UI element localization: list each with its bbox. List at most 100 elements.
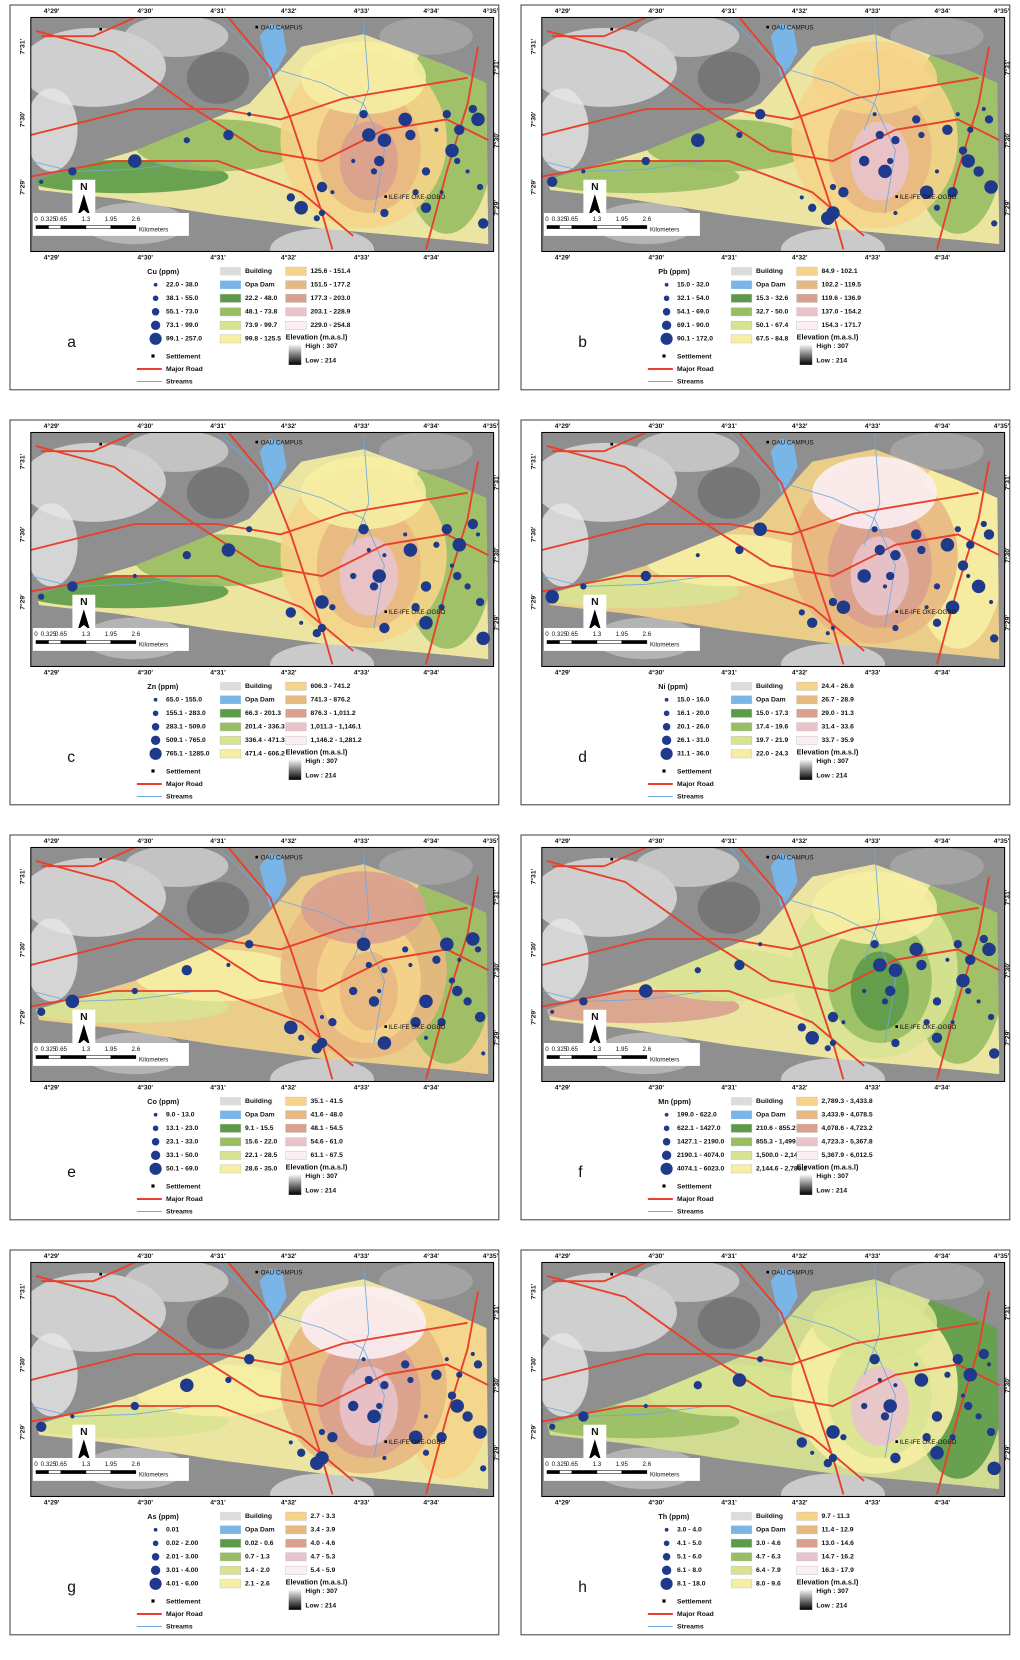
lat-label-left: 7°29': [18, 1424, 26, 1440]
sample-point: [450, 564, 454, 568]
sample-point: [454, 125, 464, 135]
settlement-marker: [895, 610, 898, 613]
legend-point: [153, 1540, 159, 1546]
sample-point: [755, 109, 765, 119]
point-class: 0.02 - 2.00: [166, 1540, 199, 1547]
scale-segment: [622, 1055, 647, 1058]
sample-point: [287, 193, 295, 201]
lon-label-top: 4°32': [792, 1252, 808, 1260]
surface-class: 4.0 - 4.6: [311, 1540, 336, 1547]
sample-point: [987, 1462, 1001, 1476]
surface-class: 102.2 - 119.5: [822, 282, 862, 289]
lon-label-top: 4°32': [281, 422, 297, 430]
map-area: OAU CAMPUSILE-IFE OKE-OGBON00.3250.651.3…: [531, 1260, 1004, 1515]
settlement-marker: [255, 1271, 258, 1274]
legend-label: Settlement: [677, 768, 712, 775]
lon-label-top: 4°32': [792, 837, 808, 845]
sample-point: [370, 582, 378, 590]
sample-point: [808, 204, 816, 212]
legend-point: [150, 1163, 162, 1175]
sample-point: [372, 569, 386, 583]
lon-label-bottom: 4°31': [721, 254, 737, 262]
legend-swatch: [286, 267, 307, 275]
legend-swatch: [286, 308, 307, 316]
scale-label: 0.65: [55, 1046, 68, 1053]
sample-point: [961, 1394, 965, 1398]
lon-label-top: 4°31': [721, 422, 737, 430]
legend-point: [153, 295, 159, 301]
legend-swatch: [797, 696, 818, 704]
legend-point: [152, 308, 159, 315]
surface-class: 471.4 - 606.2: [245, 751, 285, 758]
sample-point: [131, 1402, 139, 1410]
sample-point: [442, 524, 452, 534]
sample-point: [580, 583, 586, 589]
scale-label: 2.6: [132, 1046, 141, 1053]
surface-class: 855.3 - 1,499.9: [756, 1139, 802, 1146]
legend-point: [150, 748, 162, 760]
scale-segment: [547, 640, 559, 643]
lon-label-bottom: 4°31': [721, 1084, 737, 1092]
sample-point: [463, 997, 471, 1005]
lat-label-left: 7°31': [18, 38, 26, 54]
sample-point: [825, 1045, 831, 1051]
legend-point: [151, 321, 160, 330]
surface-class: 210.6 - 855.2: [756, 1125, 796, 1132]
legend-swatch: [797, 321, 818, 329]
legend-point: [661, 1578, 673, 1590]
lon-label-bottom: 4°31': [210, 1084, 226, 1092]
surface-class: 741.3 - 876.2: [311, 697, 351, 704]
legend-label: Major Road: [166, 781, 203, 788]
sample-point: [327, 1432, 337, 1442]
sample-point: [875, 545, 885, 555]
place-label: OAU CAMPUS: [261, 1270, 303, 1277]
sample-point: [314, 215, 320, 221]
legend-swatch: [797, 1539, 818, 1547]
scale-label: 1.3: [593, 1046, 602, 1053]
lon-label-top: 4°32': [281, 837, 297, 845]
lat-label-left: 7°31': [529, 1283, 537, 1299]
scale-label: 0.65: [566, 1046, 579, 1053]
surface-class: 4.7 - 5.3: [311, 1554, 336, 1561]
lon-label-top: 4°34': [934, 422, 950, 430]
legend-swatch: [731, 1124, 752, 1132]
legend-label: Opa Dam: [245, 1527, 275, 1534]
scale-segment: [622, 640, 647, 643]
hillshade-patch: [187, 52, 249, 104]
scale-label: 1.95: [105, 1046, 118, 1053]
sample-point: [911, 529, 921, 539]
lon-label-top: 4°29': [44, 837, 60, 845]
surface-class: 1.4 - 2.0: [245, 1567, 270, 1574]
lon-label-top: 4°34': [934, 7, 950, 15]
sample-point: [644, 1404, 648, 1408]
sample-point: [973, 166, 983, 176]
surface-class: 14.7 - 16.2: [822, 1554, 855, 1561]
sample-point: [830, 1040, 836, 1046]
legend-swatch: [220, 1526, 241, 1534]
scale-segment: [559, 640, 571, 643]
elevation-low: Low : 214: [305, 1602, 336, 1609]
scale-segment: [61, 225, 86, 228]
legend-swatch: [220, 267, 241, 275]
lon-label-top: 4°34': [934, 837, 950, 845]
sample-point: [883, 1399, 897, 1413]
surface-class: 67.5 - 84.8: [756, 336, 789, 343]
sample-point: [892, 625, 898, 631]
settlement-marker: [99, 28, 102, 31]
point-class: 15.0 - 16.0: [677, 697, 710, 704]
lon-label-top: 4°31': [210, 1252, 226, 1260]
sample-point: [954, 940, 962, 948]
sample-point: [547, 177, 557, 187]
lon-label-bottom: 4°33': [865, 1084, 881, 1092]
surface-class: 48.1 - 73.8: [245, 309, 278, 316]
lon-label-top: 4°33': [354, 837, 370, 845]
lat-label-left: 7°31': [18, 1283, 26, 1299]
surface-class: 876.3 - 1,011.2: [311, 710, 356, 717]
elevation-title: Elevation (m.a.s.l): [286, 333, 348, 342]
sample-point: [471, 113, 485, 127]
legend-swatch: [797, 1124, 818, 1132]
sample-point: [961, 154, 975, 168]
north-label: N: [591, 182, 599, 193]
scale-segment: [36, 640, 48, 643]
sample-point: [798, 1023, 806, 1031]
